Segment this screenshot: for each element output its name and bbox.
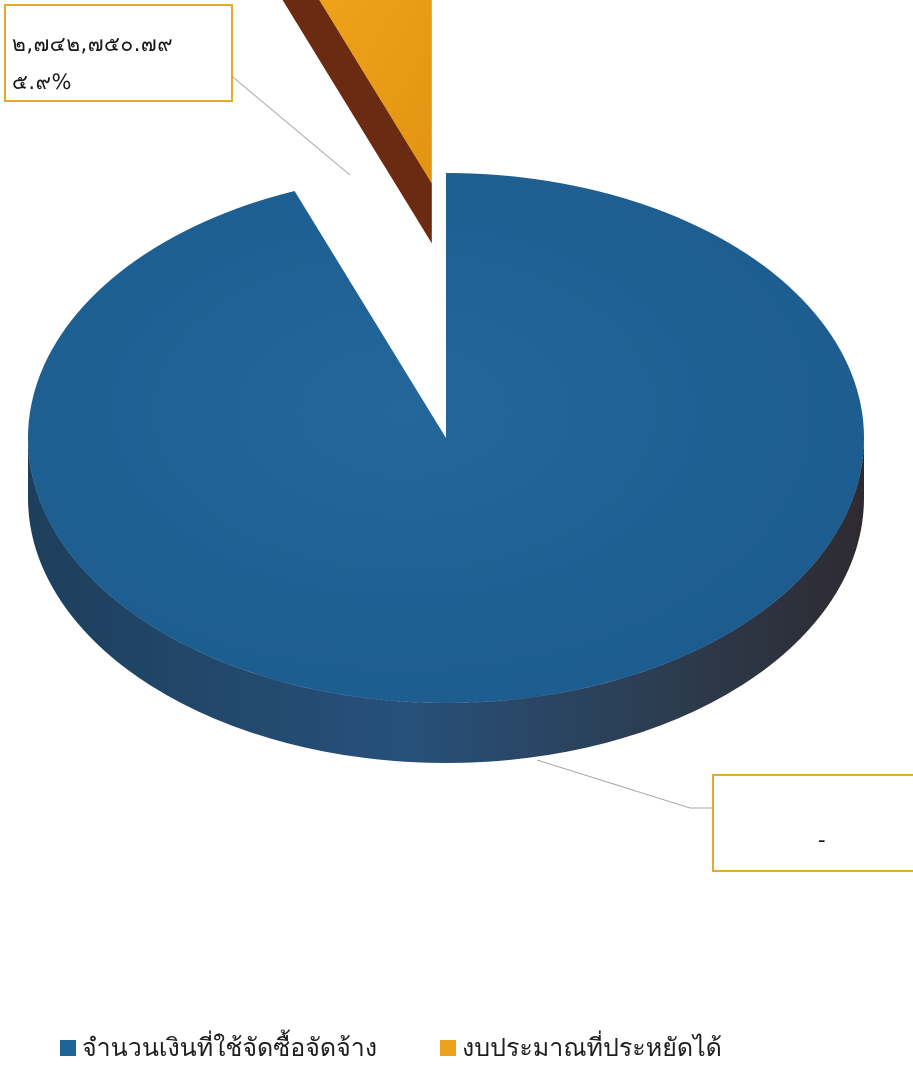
- legend: จำนวนเงินที่ใช้จัดซื้อจัดจ้าง งบประมาณที…: [0, 1028, 913, 1068]
- legend-item-savings: งบประมาณที่ประหยัดได้: [440, 1028, 722, 1068]
- slice-procurement: [28, 173, 865, 703]
- data-label-savings: ๒,๗๔๒,๗๕๐.๗๙ ๕.๙%: [4, 4, 233, 102]
- data-label-procurement-percent: -: [818, 828, 826, 852]
- legend-swatch-procurement: [60, 1040, 76, 1056]
- legend-swatch-savings: [440, 1040, 456, 1056]
- legend-label-procurement: จำนวนเงินที่ใช้จัดซื้อจัดจ้าง: [82, 1033, 378, 1062]
- data-label-savings-value: ๒,๗๔๒,๗๕๐.๗๙: [12, 32, 174, 56]
- legend-item-procurement: จำนวนเงินที่ใช้จัดซื้อจัดจ้าง: [60, 1028, 377, 1068]
- data-label-procurement: -: [712, 774, 913, 872]
- legend-label-savings: งบประมาณที่ประหยัดได้: [462, 1033, 722, 1062]
- leader-line-procurement: [536, 759, 712, 809]
- leader-line-savings: [209, 57, 351, 176]
- slice-procurement-side: [28, 438, 864, 763]
- slice-savings: [319, 0, 432, 184]
- data-label-savings-percent: ๕.๙%: [12, 70, 72, 94]
